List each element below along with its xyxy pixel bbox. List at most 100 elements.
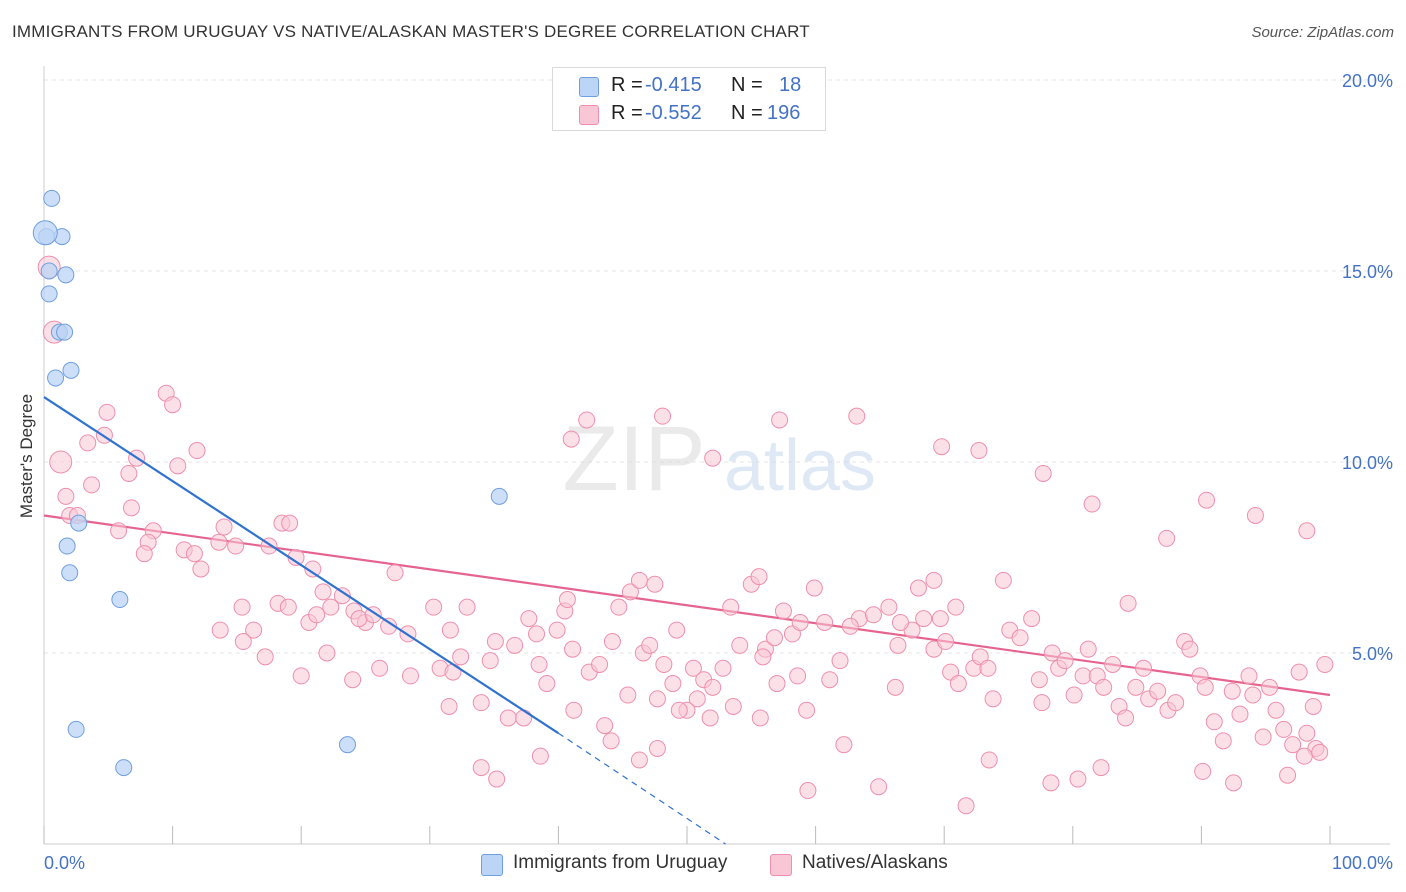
y-tick-label: 5.0%: [1352, 644, 1393, 664]
native-point: [441, 621, 459, 639]
native-point: [1284, 736, 1302, 754]
points-uruguay: [32, 189, 508, 777]
native-point: [751, 709, 769, 727]
native-point: [122, 499, 140, 517]
native-point: [425, 598, 443, 616]
native-point: [164, 396, 182, 414]
uruguay-point: [115, 759, 133, 777]
native-point: [603, 633, 621, 651]
native-point: [1295, 747, 1313, 765]
native-point: [1261, 678, 1279, 696]
native-point: [564, 640, 582, 658]
native-point: [835, 736, 853, 754]
x-tick-label: 100.0%: [1332, 853, 1393, 873]
native-point: [444, 663, 462, 681]
native-point: [520, 610, 538, 628]
native-point: [646, 575, 664, 593]
native-point: [110, 522, 128, 540]
native-swatch: [770, 854, 792, 876]
native-point: [648, 690, 666, 708]
native-point: [281, 514, 299, 532]
native-point: [841, 617, 859, 635]
native-point: [185, 545, 203, 563]
native-point: [1011, 629, 1029, 647]
native-point: [602, 732, 620, 750]
n-label: N =: [731, 74, 763, 96]
trend-uruguay: [43, 396, 726, 845]
native-point: [774, 602, 792, 620]
native-point: [386, 564, 404, 582]
native-point: [98, 403, 116, 421]
grid: [44, 79, 1390, 654]
native-point: [704, 449, 722, 467]
native-point: [984, 690, 1002, 708]
native-point: [1246, 506, 1264, 524]
uruguay-point: [111, 591, 129, 609]
native-point: [120, 464, 138, 482]
points-native: [37, 255, 1334, 815]
stats-legend: R = -0.415 N = 18 R = -0.552 N = 196: [552, 67, 826, 131]
n-value: 18: [779, 74, 802, 96]
native-point-large: [49, 450, 73, 474]
native-point: [591, 655, 609, 673]
native-point: [245, 621, 263, 639]
native-point: [771, 411, 789, 429]
native-point: [1119, 594, 1137, 612]
uruguay-point: [40, 262, 58, 280]
native-point: [957, 797, 975, 815]
native-point: [1316, 655, 1334, 673]
native-point: [1194, 762, 1212, 780]
y-tick-label: 20.0%: [1342, 71, 1393, 91]
r-label: R =: [611, 102, 643, 124]
native-point: [1083, 495, 1101, 513]
native-point: [1244, 686, 1262, 704]
native-point: [1127, 678, 1145, 696]
native-point: [1304, 697, 1322, 715]
native-point: [192, 560, 210, 578]
native-point: [664, 675, 682, 693]
legend-label: Immigrants from Uruguay: [513, 852, 728, 873]
native-point: [980, 751, 998, 769]
native-point: [234, 633, 252, 651]
native-point: [831, 652, 849, 670]
native-point: [1056, 652, 1074, 670]
native-point: [1198, 491, 1216, 509]
native-point: [654, 407, 672, 425]
native-point: [789, 667, 807, 685]
native-point: [870, 778, 888, 796]
native-point: [630, 571, 648, 589]
native-point: [1135, 659, 1153, 677]
native-point: [215, 518, 233, 536]
native-point: [333, 587, 351, 605]
native-point: [641, 636, 659, 654]
native-point: [256, 648, 274, 666]
native-point: [488, 770, 506, 788]
native-point: [750, 568, 768, 586]
native-point: [486, 633, 504, 651]
native-point: [548, 621, 566, 639]
native-point: [731, 636, 749, 654]
native-point: [322, 598, 340, 616]
native-point: [227, 537, 245, 555]
native-point: [83, 476, 101, 494]
native-point: [994, 571, 1012, 589]
native-point: [1275, 720, 1293, 738]
native-point: [1279, 766, 1297, 784]
native-point: [936, 633, 954, 651]
native-point: [1095, 678, 1113, 696]
native-point: [816, 613, 834, 631]
native-point: [1240, 667, 1258, 685]
uruguay-trend-extension: [558, 732, 726, 845]
native-point: [233, 598, 251, 616]
uruguay-point: [57, 266, 75, 284]
native-point: [670, 701, 688, 719]
native-point: [452, 648, 470, 666]
native-point: [704, 678, 722, 696]
native-point: [1034, 464, 1052, 482]
native-point: [1298, 724, 1316, 742]
native-point: [1104, 655, 1122, 673]
r-value: -0.552: [645, 102, 702, 124]
native-point: [562, 430, 580, 448]
native-point: [344, 671, 362, 689]
